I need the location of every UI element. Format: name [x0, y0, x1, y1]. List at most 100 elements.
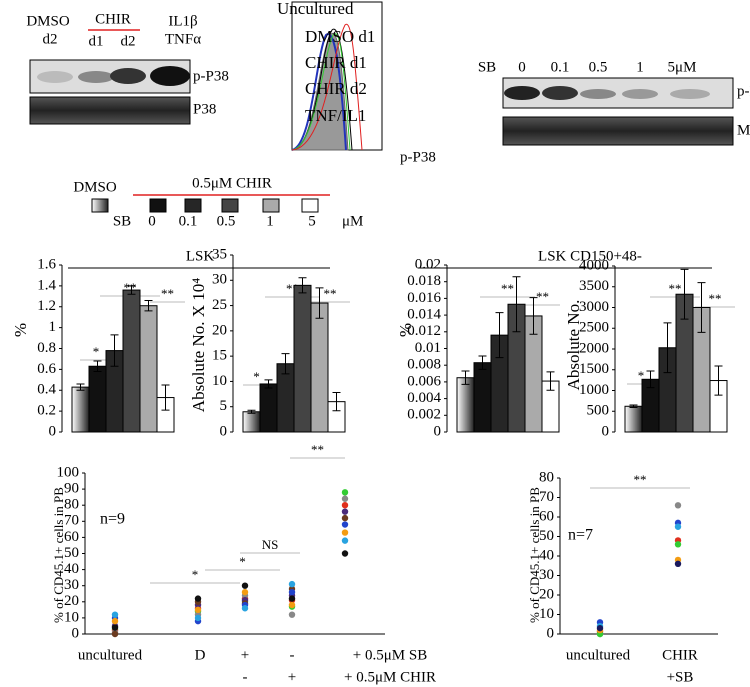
band-label: p-MK2 — [737, 83, 750, 99]
y-tick-label: 0.018 — [407, 273, 441, 289]
point — [241, 588, 249, 596]
bar — [624, 405, 643, 433]
legend-label: μM — [342, 213, 363, 229]
point — [674, 541, 682, 548]
legend-label: CHIR d2 — [305, 79, 367, 98]
point — [111, 630, 119, 638]
error-bar — [161, 384, 170, 411]
bar — [456, 377, 475, 433]
point — [111, 624, 119, 631]
y-tick-label: 0.8 — [37, 340, 56, 356]
band — [78, 71, 114, 83]
dose-label: 0.1 — [551, 59, 570, 75]
significance-label: ** — [161, 286, 174, 301]
legend-swatch — [184, 198, 202, 213]
x-tick-label: + 0.5μM CHIR — [344, 669, 436, 685]
band — [150, 66, 190, 86]
y-tick-label: 20 — [64, 593, 79, 609]
point — [288, 580, 296, 588]
y-tick-label: 0.002 — [407, 407, 441, 423]
bar — [473, 362, 492, 433]
y-tick-label: 0.008 — [407, 357, 441, 373]
panel-a: DMSO d2 CHIR d1 d2 IL1β TNFα p-P38 P38 — [26, 11, 229, 125]
y-tick-label: 20 — [212, 322, 227, 338]
error-bar — [93, 360, 102, 372]
band — [670, 89, 710, 99]
point — [194, 606, 202, 614]
error-bar — [264, 379, 273, 389]
point — [341, 550, 349, 557]
y-tick-label: 1.4 — [37, 277, 56, 293]
y-axis-label: Absolute No. — [564, 300, 583, 391]
bar — [310, 302, 329, 433]
y-tick-label: 0.014 — [407, 307, 441, 323]
y-tick-label: 30 — [64, 577, 79, 593]
x-tick-label: + — [288, 669, 296, 685]
error-bar — [76, 383, 85, 391]
point — [288, 595, 296, 602]
significance-label: ** — [709, 291, 722, 306]
point — [341, 502, 349, 509]
panel-c: SB 0 0.1 0.5 1 5μM p-MK2 MK2 — [478, 59, 750, 146]
error-bar — [478, 355, 487, 370]
point — [674, 523, 682, 530]
y-tick-label: 1.6 — [37, 256, 56, 272]
error-bar — [315, 287, 324, 319]
y-tick-label: 100 — [57, 464, 80, 480]
y-axis-label: % of CD45.1+ cells in PB — [51, 487, 66, 623]
y-tick-label: 0 — [434, 423, 442, 439]
significance-label: NS — [262, 537, 279, 552]
legend: DMSO 0.5μM CHIR SB 0 0.1 0.5 1 5 μM — [73, 175, 363, 229]
lane-label: d1 — [89, 33, 104, 49]
y-tick-label: 80 — [539, 469, 554, 485]
axis-label: p-P38 — [400, 149, 436, 165]
error-bar — [512, 276, 521, 333]
legend-label: CHIR d1 — [305, 53, 367, 72]
point — [111, 611, 119, 618]
y-tick-label: 10 — [539, 606, 554, 622]
x-tick-label: D — [195, 647, 206, 663]
x-tick-label: +SB — [667, 669, 694, 685]
group-title: LSK CD150+48- — [538, 248, 642, 264]
band-label: p-P38 — [193, 68, 229, 84]
y-tick-label: 4000 — [579, 257, 609, 273]
y-tick-label: 1.2 — [37, 298, 56, 314]
error-bar — [281, 353, 290, 375]
bar — [71, 386, 90, 433]
y-tick-label: 1000 — [579, 382, 609, 398]
x-tick-label: uncultured — [566, 647, 631, 663]
band-label: P38 — [193, 101, 216, 117]
lane-label: DMSO — [26, 13, 70, 29]
y-tick-label: 2500 — [579, 320, 609, 336]
y-tick-label: 70 — [64, 513, 79, 529]
legend-label: 5 — [308, 213, 316, 229]
point — [288, 601, 296, 609]
error-bar — [646, 370, 655, 389]
point — [194, 595, 202, 602]
blot — [502, 116, 734, 146]
y-tick-label: 2000 — [579, 340, 609, 356]
significance-label: * — [192, 567, 199, 582]
error-bar — [332, 392, 341, 412]
error-bar — [144, 299, 153, 312]
band — [110, 68, 146, 84]
legend-swatch — [262, 198, 280, 213]
y-tick-label: 70 — [539, 489, 554, 505]
y-tick-label: 3500 — [579, 278, 609, 294]
note: n=9 — [100, 511, 125, 528]
legend-label: Uncultured — [277, 0, 354, 18]
y-tick-label: 500 — [587, 403, 610, 419]
y-tick-label: 30 — [539, 567, 554, 583]
y-tick-label: 50 — [64, 545, 79, 561]
legend-label: 0 — [148, 213, 156, 229]
legend-label: DMSO — [73, 179, 117, 195]
bar — [293, 284, 312, 433]
error-bar — [461, 370, 470, 385]
note: n=7 — [568, 527, 593, 544]
band — [622, 89, 658, 99]
y-tick-label: 35 — [212, 246, 227, 262]
group-title: LSK — [186, 248, 215, 264]
legend-label: TNF/IL1 — [305, 106, 366, 125]
significance-label: ** — [634, 472, 647, 487]
legend-swatch — [221, 198, 239, 213]
